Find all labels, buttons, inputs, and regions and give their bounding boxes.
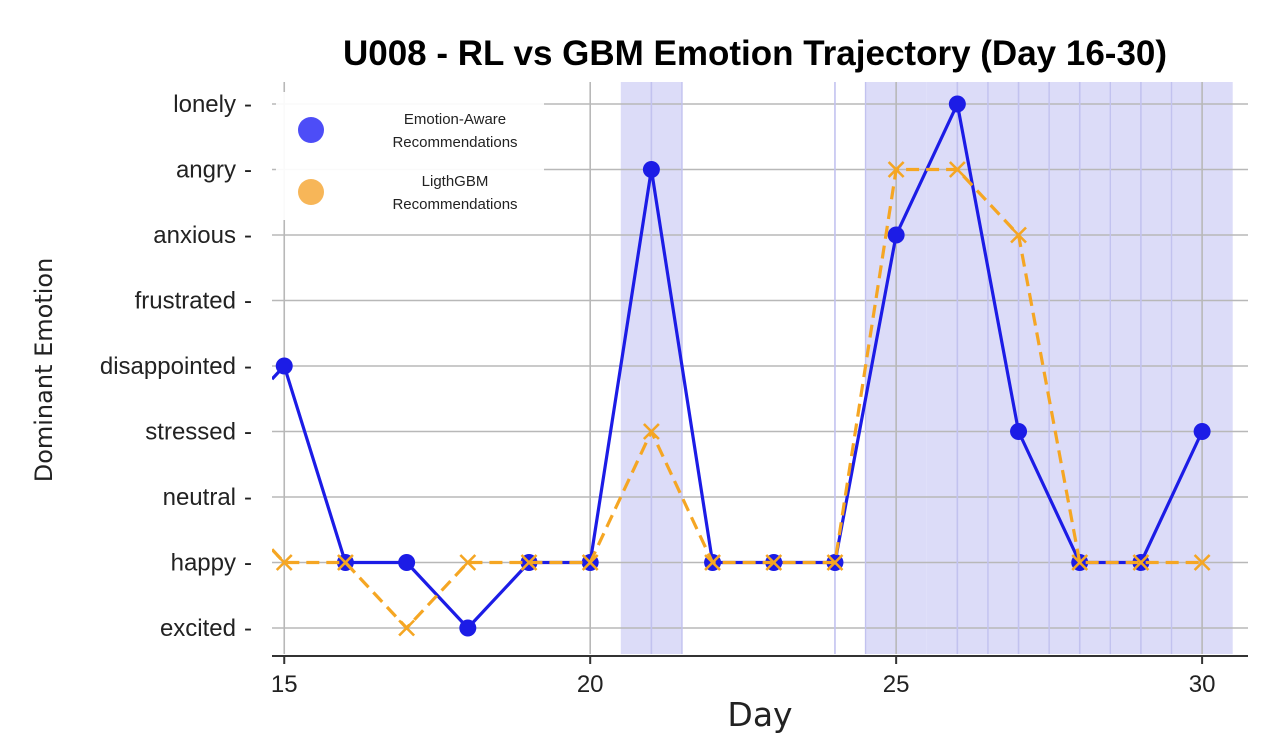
x-axis-label: Day <box>727 695 792 734</box>
y-tick-mark-anxious: - <box>244 222 252 249</box>
y-tick-mark-happy: - <box>244 550 252 577</box>
legend-marker-lightgbm <box>298 179 324 205</box>
emotion-aware-point-day-18 <box>459 619 477 637</box>
lightgbm-point-day-15 <box>275 554 293 571</box>
y-tick-mark-disappointed: - <box>244 353 252 380</box>
lightgbm-point-day-22 <box>704 554 721 571</box>
lightgbm-point-day-29 <box>1132 554 1150 571</box>
x-tick-label-30: 30 <box>1189 671 1216 698</box>
lightgbm-point-day-17 <box>398 619 416 637</box>
lightgbm-point-day-23 <box>765 554 783 571</box>
legend-label-line2: Recommendations <box>392 196 517 213</box>
lightgbm-point-day-20 <box>581 554 599 571</box>
legend: Emotion-Aware Recommendations LigthGBM Reco… <box>276 92 544 220</box>
y-tick-label-anxious: anxious <box>153 222 236 249</box>
y-tick-mark-stressed: - <box>244 419 252 446</box>
emotion-aware-point-day-25 <box>887 226 905 244</box>
y-tick-mark-frustrated: - <box>244 288 252 315</box>
legend-label-line1: Emotion-Aware <box>404 111 506 128</box>
lightgbm-point-day-18 <box>459 554 477 571</box>
lightgbm-point-day-19 <box>520 554 538 571</box>
y-tick-label-disappointed: disappointed <box>100 353 236 380</box>
lightgbm-point-day-26 <box>948 161 966 178</box>
y-tick-mark-lonely: - <box>244 91 252 118</box>
y-tick-label-lonely: lonely <box>173 91 236 118</box>
x-tick-label-20: 20 <box>577 671 604 698</box>
lightgbm-point-day-30 <box>1193 554 1211 571</box>
y-tick-mark-neutral: - <box>244 484 252 511</box>
y-tick-label-happy: happy <box>171 550 236 577</box>
x-tick-label-15: 15 <box>271 671 298 698</box>
chart-title: U008 - RL vs GBM Emotion Trajectory (Day… <box>343 34 1167 73</box>
lightgbm-point-day-27 <box>1010 226 1027 244</box>
emotion-aware-point-day-30 <box>1193 423 1211 440</box>
emotion-aware-point-day-15 <box>275 357 293 375</box>
x-tick-label-25: 25 <box>883 671 910 698</box>
y-tick-label-frustrated: frustrated <box>135 288 236 315</box>
legend-label-line2: Recommendations <box>392 134 517 151</box>
emotion-aware-point-day-17 <box>398 554 416 571</box>
lightgbm-point-day-25 <box>887 161 905 178</box>
y-tick-label-neutral: neutral <box>163 484 236 511</box>
emotion-aware-point-day-26 <box>948 95 966 113</box>
y-tick-label-angry: angry <box>176 157 236 184</box>
y-tick-label-excited: excited <box>160 615 236 642</box>
y-axis-label: Dominant Emotion <box>30 258 58 483</box>
legend-marker-emotion-aware <box>298 117 324 143</box>
series-layer <box>272 95 1211 637</box>
lightgbm-point-day-24 <box>826 554 844 571</box>
emotion-aware-point-day-21 <box>642 161 660 178</box>
y-tick-labels: excited -happy -neutral -stressed -disappoin… <box>100 91 252 642</box>
lightgbm-point-day-16 <box>337 554 354 571</box>
emotion-aware-point-day-27 <box>1010 423 1028 440</box>
lightgbm-point-day-21 <box>642 423 660 440</box>
legend-label-line1: LigthGBM <box>422 173 489 190</box>
x-axis: 15 20 25 30 <box>271 655 1248 698</box>
y-tick-mark-angry: - <box>244 157 252 184</box>
lightgbm-point-day-28 <box>1071 554 1089 571</box>
y-tick-mark-excited: - <box>244 615 252 642</box>
y-tick-label-stressed: stressed <box>145 419 236 446</box>
